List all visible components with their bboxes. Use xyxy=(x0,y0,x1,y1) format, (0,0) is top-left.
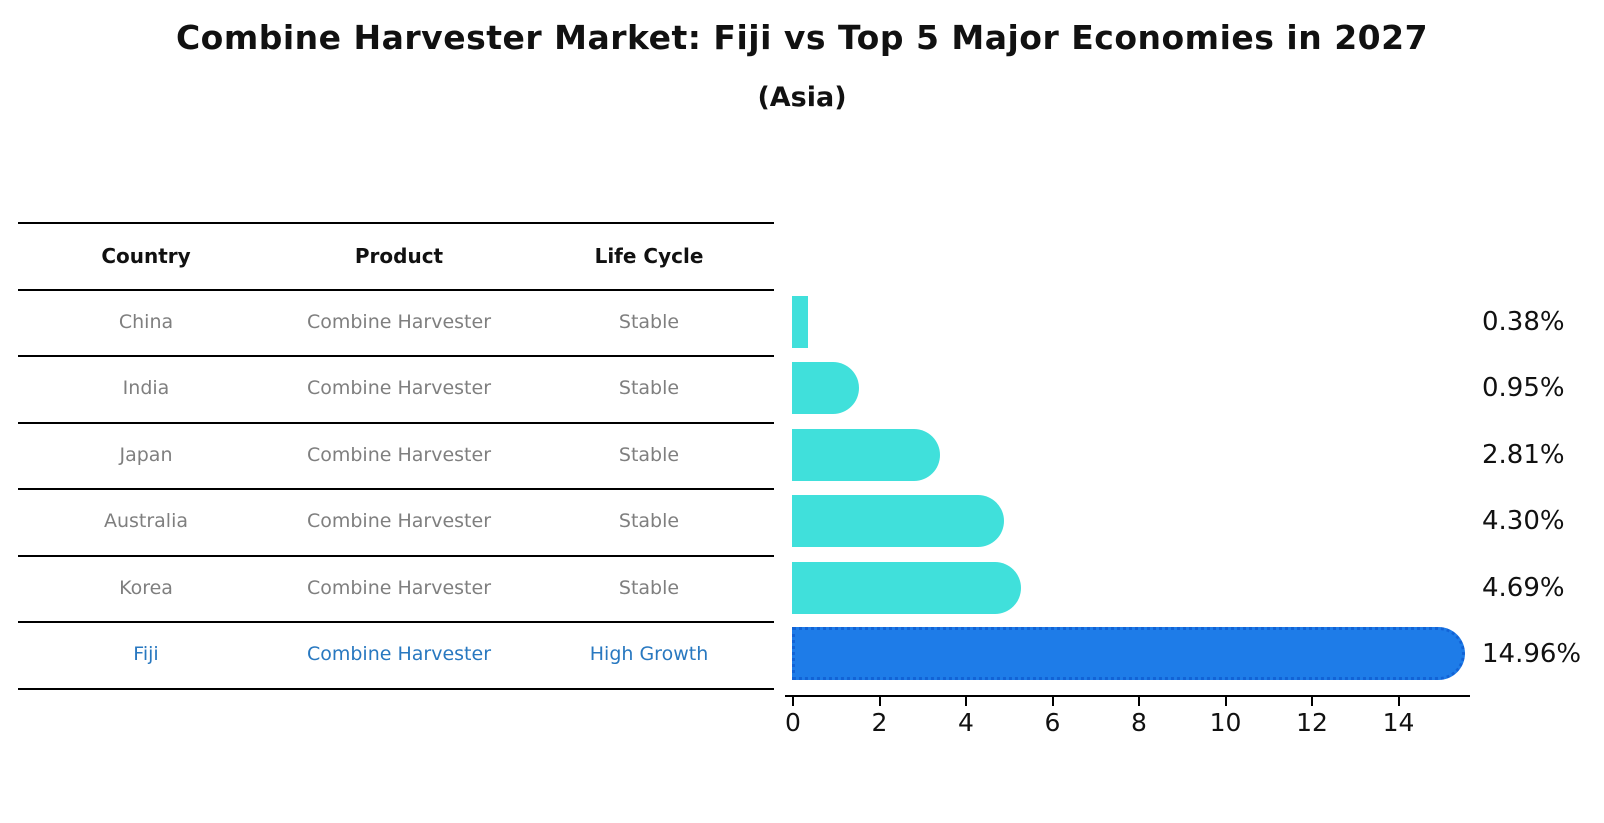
table-rule xyxy=(18,555,774,557)
value-label-australia: 4.30% xyxy=(1482,506,1565,536)
table-rule-bottom xyxy=(18,688,774,690)
x-axis-tick xyxy=(1224,697,1227,706)
cell-country: India xyxy=(122,377,170,399)
table-row-fiji: Fiji Combine Harvester High Growth xyxy=(18,621,774,687)
table-rule-header xyxy=(18,289,774,291)
bar-japan xyxy=(792,429,940,481)
cell-product: Combine Harvester xyxy=(306,377,492,399)
x-axis-line xyxy=(785,695,1470,697)
cell-product: Combine Harvester xyxy=(306,577,492,599)
x-tick-label: 6 xyxy=(1044,708,1061,737)
bar-fiji xyxy=(792,627,1465,680)
table-row-china: China Combine Harvester Stable xyxy=(18,289,774,355)
x-tick-label: 14 xyxy=(1382,708,1415,737)
cell-life-cycle: Stable xyxy=(618,577,680,599)
x-tick-label: 10 xyxy=(1209,708,1242,737)
x-tick-label: 0 xyxy=(785,708,801,737)
table-row-australia: Australia Combine Harvester Stable xyxy=(18,488,774,554)
x-axis-tick xyxy=(1397,697,1400,706)
bar-australia xyxy=(792,495,1004,547)
chart-subtitle: (Asia) xyxy=(757,82,847,113)
cell-life-cycle: Stable xyxy=(618,444,680,466)
cell-product: Combine Harvester xyxy=(306,311,492,333)
table-row-india: India Combine Harvester Stable xyxy=(18,355,774,421)
value-label-china: 0.38% xyxy=(1482,307,1565,337)
cell-product: Combine Harvester xyxy=(306,643,492,665)
value-label-japan: 2.81% xyxy=(1482,440,1565,470)
header-product: Product xyxy=(354,244,444,268)
x-tick-label: 4 xyxy=(958,708,974,737)
cell-product: Combine Harvester xyxy=(306,510,492,532)
cell-product: Combine Harvester xyxy=(306,444,492,466)
cell-life-cycle: Stable xyxy=(618,311,680,333)
cell-country: Korea xyxy=(119,577,173,599)
x-tick-label: 12 xyxy=(1296,708,1328,737)
x-axis-tick xyxy=(965,697,967,706)
value-label-india: 0.95% xyxy=(1482,373,1565,403)
header-country: Country xyxy=(101,244,191,268)
cell-life-cycle: Stable xyxy=(618,377,680,399)
table-rule-top xyxy=(18,222,774,224)
x-axis-tick xyxy=(878,697,881,706)
bar-korea xyxy=(792,562,1021,614)
x-tick-label: 2 xyxy=(871,708,888,737)
cell-country: Australia xyxy=(103,510,189,532)
x-axis-tick xyxy=(1138,697,1140,706)
table-row-japan: Japan Combine Harvester Stable xyxy=(18,422,774,488)
cell-country: China xyxy=(118,311,174,333)
value-label-fiji: 14.96% xyxy=(1482,639,1582,669)
bar-china xyxy=(792,296,809,348)
table-header-row: Country Product Life Cycle xyxy=(18,223,774,289)
cell-life-cycle: High Growth xyxy=(589,643,709,665)
table-rule xyxy=(18,422,774,424)
cell-country: Fiji xyxy=(133,643,159,665)
bar-india xyxy=(792,362,860,414)
x-axis-tick xyxy=(1311,697,1313,706)
cell-country: Japan xyxy=(119,444,173,466)
value-label-korea: 4.69% xyxy=(1482,573,1565,603)
table-rule xyxy=(18,355,774,357)
x-tick-label: 8 xyxy=(1131,708,1147,737)
table-rule xyxy=(18,488,774,490)
x-axis-tick xyxy=(1051,697,1054,706)
table-rule xyxy=(18,621,774,623)
table-row-korea: Korea Combine Harvester Stable xyxy=(18,555,774,621)
header-life-cycle: Life Cycle xyxy=(594,244,704,268)
cell-life-cycle: Stable xyxy=(618,510,680,532)
chart-title: Combine Harvester Market: Fiji vs Top 5 … xyxy=(175,18,1429,57)
x-axis-tick xyxy=(792,697,794,706)
